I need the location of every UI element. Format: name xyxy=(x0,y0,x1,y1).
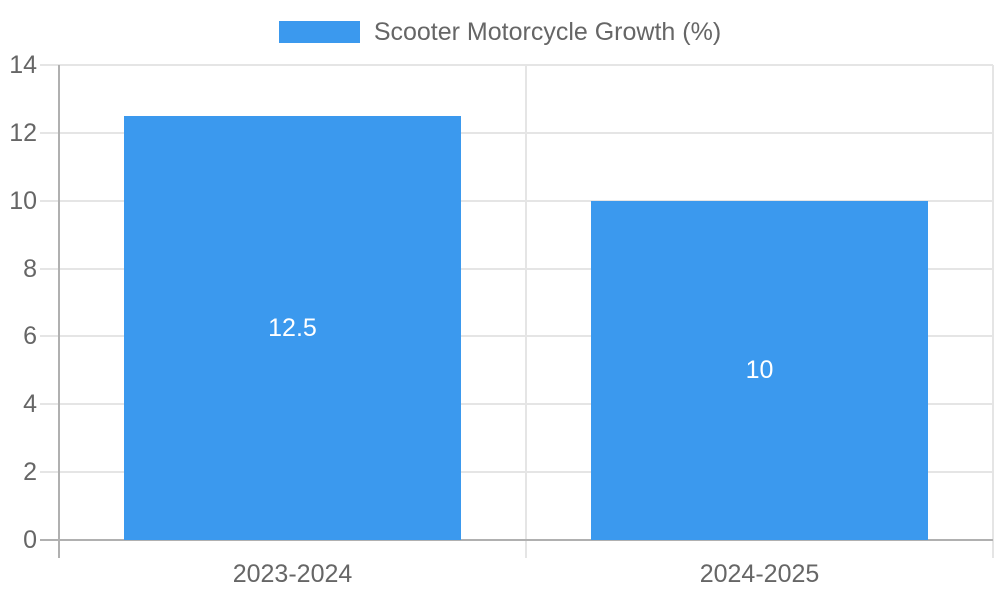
x-tick xyxy=(992,540,994,558)
y-tick xyxy=(40,199,59,202)
y-tick xyxy=(40,64,59,66)
v-gridline xyxy=(525,65,527,540)
legend-item[interactable]: Scooter Motorcycle Growth (%) xyxy=(0,7,1000,57)
bar[interactable] xyxy=(124,115,461,540)
y-tick-label: 4 xyxy=(23,390,37,419)
legend-label: Scooter Motorcycle Growth (%) xyxy=(373,17,722,46)
v-gridline xyxy=(992,65,994,540)
x-tick xyxy=(525,540,527,558)
y-tick xyxy=(40,335,59,338)
y-tick xyxy=(40,131,59,134)
y-tick xyxy=(40,471,59,474)
bar-value-label: 10 xyxy=(745,356,774,385)
y-tick-label: 0 xyxy=(23,526,37,554)
y-tick-label: 12 xyxy=(9,118,37,147)
x-axis-line xyxy=(40,539,993,541)
y-axis-line xyxy=(58,65,60,558)
y-tick-label: 8 xyxy=(23,254,37,283)
y-tick xyxy=(40,267,59,270)
bar-value-label: 12.5 xyxy=(268,313,317,342)
y-tick xyxy=(40,403,59,406)
y-tick-label: 14 xyxy=(9,51,37,79)
bar[interactable] xyxy=(591,200,928,540)
y-tick-label: 6 xyxy=(23,322,37,351)
legend-swatch xyxy=(278,21,360,43)
y-tick-label: 10 xyxy=(9,186,37,215)
x-tick-label: 2023-2024 xyxy=(232,560,353,588)
y-tick-label: 2 xyxy=(23,458,37,487)
x-tick-label: 2024-2025 xyxy=(699,560,820,588)
